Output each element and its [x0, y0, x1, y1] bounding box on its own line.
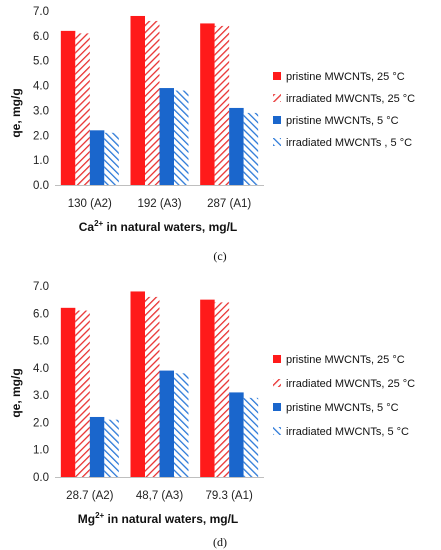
legend-label: pristine MWCNTs, 5 °C	[286, 115, 399, 127]
legend-c: pristine MWCNTs, 25 °C irradiated MWCNTs,…	[273, 71, 415, 149]
y-tick-label: 2.0	[33, 130, 49, 142]
x-tick-label: 287 (A1)	[207, 198, 251, 210]
bar	[214, 302, 230, 477]
legend-label: pristine MWCNTs, 25 °C	[286, 71, 405, 83]
bar	[159, 370, 174, 477]
legend-swatch	[273, 427, 281, 435]
y-axis-title-d: qe, mg/g	[9, 368, 23, 417]
bar	[104, 419, 119, 477]
bar	[229, 107, 244, 185]
y-tick-label: 3.0	[33, 105, 49, 117]
x-tick-labels-c: 130 (A2) 192 (A3) 287 (A1)	[68, 198, 252, 210]
y-tick-label: 5.0	[33, 336, 49, 348]
x-axis-title-charge-d: 2+	[95, 511, 104, 520]
y-tick-label: 0.0	[33, 472, 49, 484]
chart-panel-c: qe, mg/g 0.0 1.0 2.0 3.0 4.0 5.0 6.0 7.0 130 (A…	[9, 6, 415, 263]
bar	[174, 373, 189, 477]
bars-d	[60, 291, 259, 477]
x-tick-label: 130 (A2)	[68, 198, 112, 210]
bar	[130, 291, 145, 477]
bar	[145, 20, 160, 186]
y-tick-label: 5.0	[33, 56, 49, 68]
legend-d: pristine MWCNTs, 25 °C irradiated MWCNTs,…	[273, 354, 415, 438]
legend-label: irradiated MWCNTs, 5 °C	[286, 426, 409, 438]
x-axis-title-ion-c: Ca	[79, 220, 95, 234]
bar	[145, 296, 160, 477]
y-tick-label: 7.0	[33, 6, 49, 18]
y-tick-label: 0.0	[33, 180, 49, 192]
bar	[60, 30, 76, 186]
x-axis-title-rest-d: in natural waters, mg/L	[104, 512, 238, 526]
x-tick-labels-d: 28.7 (A2) 48,7 (A3) 79.3 (A1)	[66, 490, 253, 502]
x-tick-label: 48,7 (A3)	[136, 490, 183, 502]
y-tick-labels-d: 0.0 1.0 2.0 3.0 4.0 5.0 6.0 7.0	[33, 281, 49, 484]
legend-swatch	[273, 403, 281, 411]
y-tick-label: 6.0	[33, 31, 49, 43]
y-tick-label: 1.0	[33, 155, 49, 167]
legend-swatch	[273, 138, 281, 146]
y-tick-label: 4.0	[33, 363, 49, 375]
legend-swatch	[273, 379, 281, 387]
y-tick-label: 6.0	[33, 308, 49, 320]
bar	[89, 416, 105, 477]
x-tick-label: 28.7 (A2)	[66, 490, 113, 502]
x-axis-title-c: Ca2+ in natural waters, mg/L	[79, 219, 238, 234]
panel-label-c: (c)	[213, 249, 226, 263]
chart-panel-d: qe, mg/g 0.0 1.0 2.0 3.0 4.0 5.0 6.0 7.0 28.7 (…	[9, 281, 415, 549]
x-axis-title-charge-c: 2+	[94, 219, 103, 228]
bar	[243, 112, 259, 185]
panel-label-d: (d)	[213, 535, 227, 549]
bar	[159, 88, 174, 185]
bar	[75, 310, 90, 477]
x-axis-title-d: Mg2+ in natural waters, mg/L	[78, 511, 238, 526]
y-tick-label: 2.0	[33, 417, 49, 429]
legend-label: irradiated MWCNTs , 5 °C	[286, 137, 412, 149]
bar	[174, 90, 189, 185]
x-axis-title-rest-c: in natural waters, mg/L	[103, 220, 237, 234]
bar	[243, 397, 259, 477]
bar	[104, 132, 119, 185]
x-axis-title-ion-d: Mg	[78, 512, 95, 526]
bar	[60, 307, 76, 477]
bar	[200, 299, 215, 477]
y-axis-title-c: qe, mg/g	[9, 88, 23, 137]
legend-swatch	[273, 72, 281, 80]
legend-label: irradiated MWCNTs, 25 °C	[286, 378, 415, 390]
legend-label: pristine MWCNTs, 5 °C	[286, 402, 399, 414]
bars-c	[60, 15, 259, 186]
legend-label: pristine MWCNTs, 25 °C	[286, 354, 405, 366]
y-tick-labels-c: 0.0 1.0 2.0 3.0 4.0 5.0 6.0 7.0	[33, 6, 49, 192]
bar	[229, 392, 244, 477]
legend-label: irradiated MWCNTs, 25 °C	[286, 93, 415, 105]
x-tick-label: 192 (A3)	[137, 198, 181, 210]
bar	[130, 15, 145, 185]
y-tick-label: 3.0	[33, 390, 49, 402]
bar	[75, 33, 90, 185]
bar	[214, 25, 230, 185]
legend-swatch	[273, 116, 281, 124]
bar	[200, 23, 215, 185]
y-tick-label: 4.0	[33, 81, 49, 93]
bar	[89, 130, 105, 185]
y-tick-label: 1.0	[33, 445, 49, 457]
y-tick-label: 7.0	[33, 281, 49, 293]
legend-swatch	[273, 94, 281, 102]
legend-swatch	[273, 355, 281, 363]
x-tick-label: 79.3 (A1)	[206, 490, 253, 502]
